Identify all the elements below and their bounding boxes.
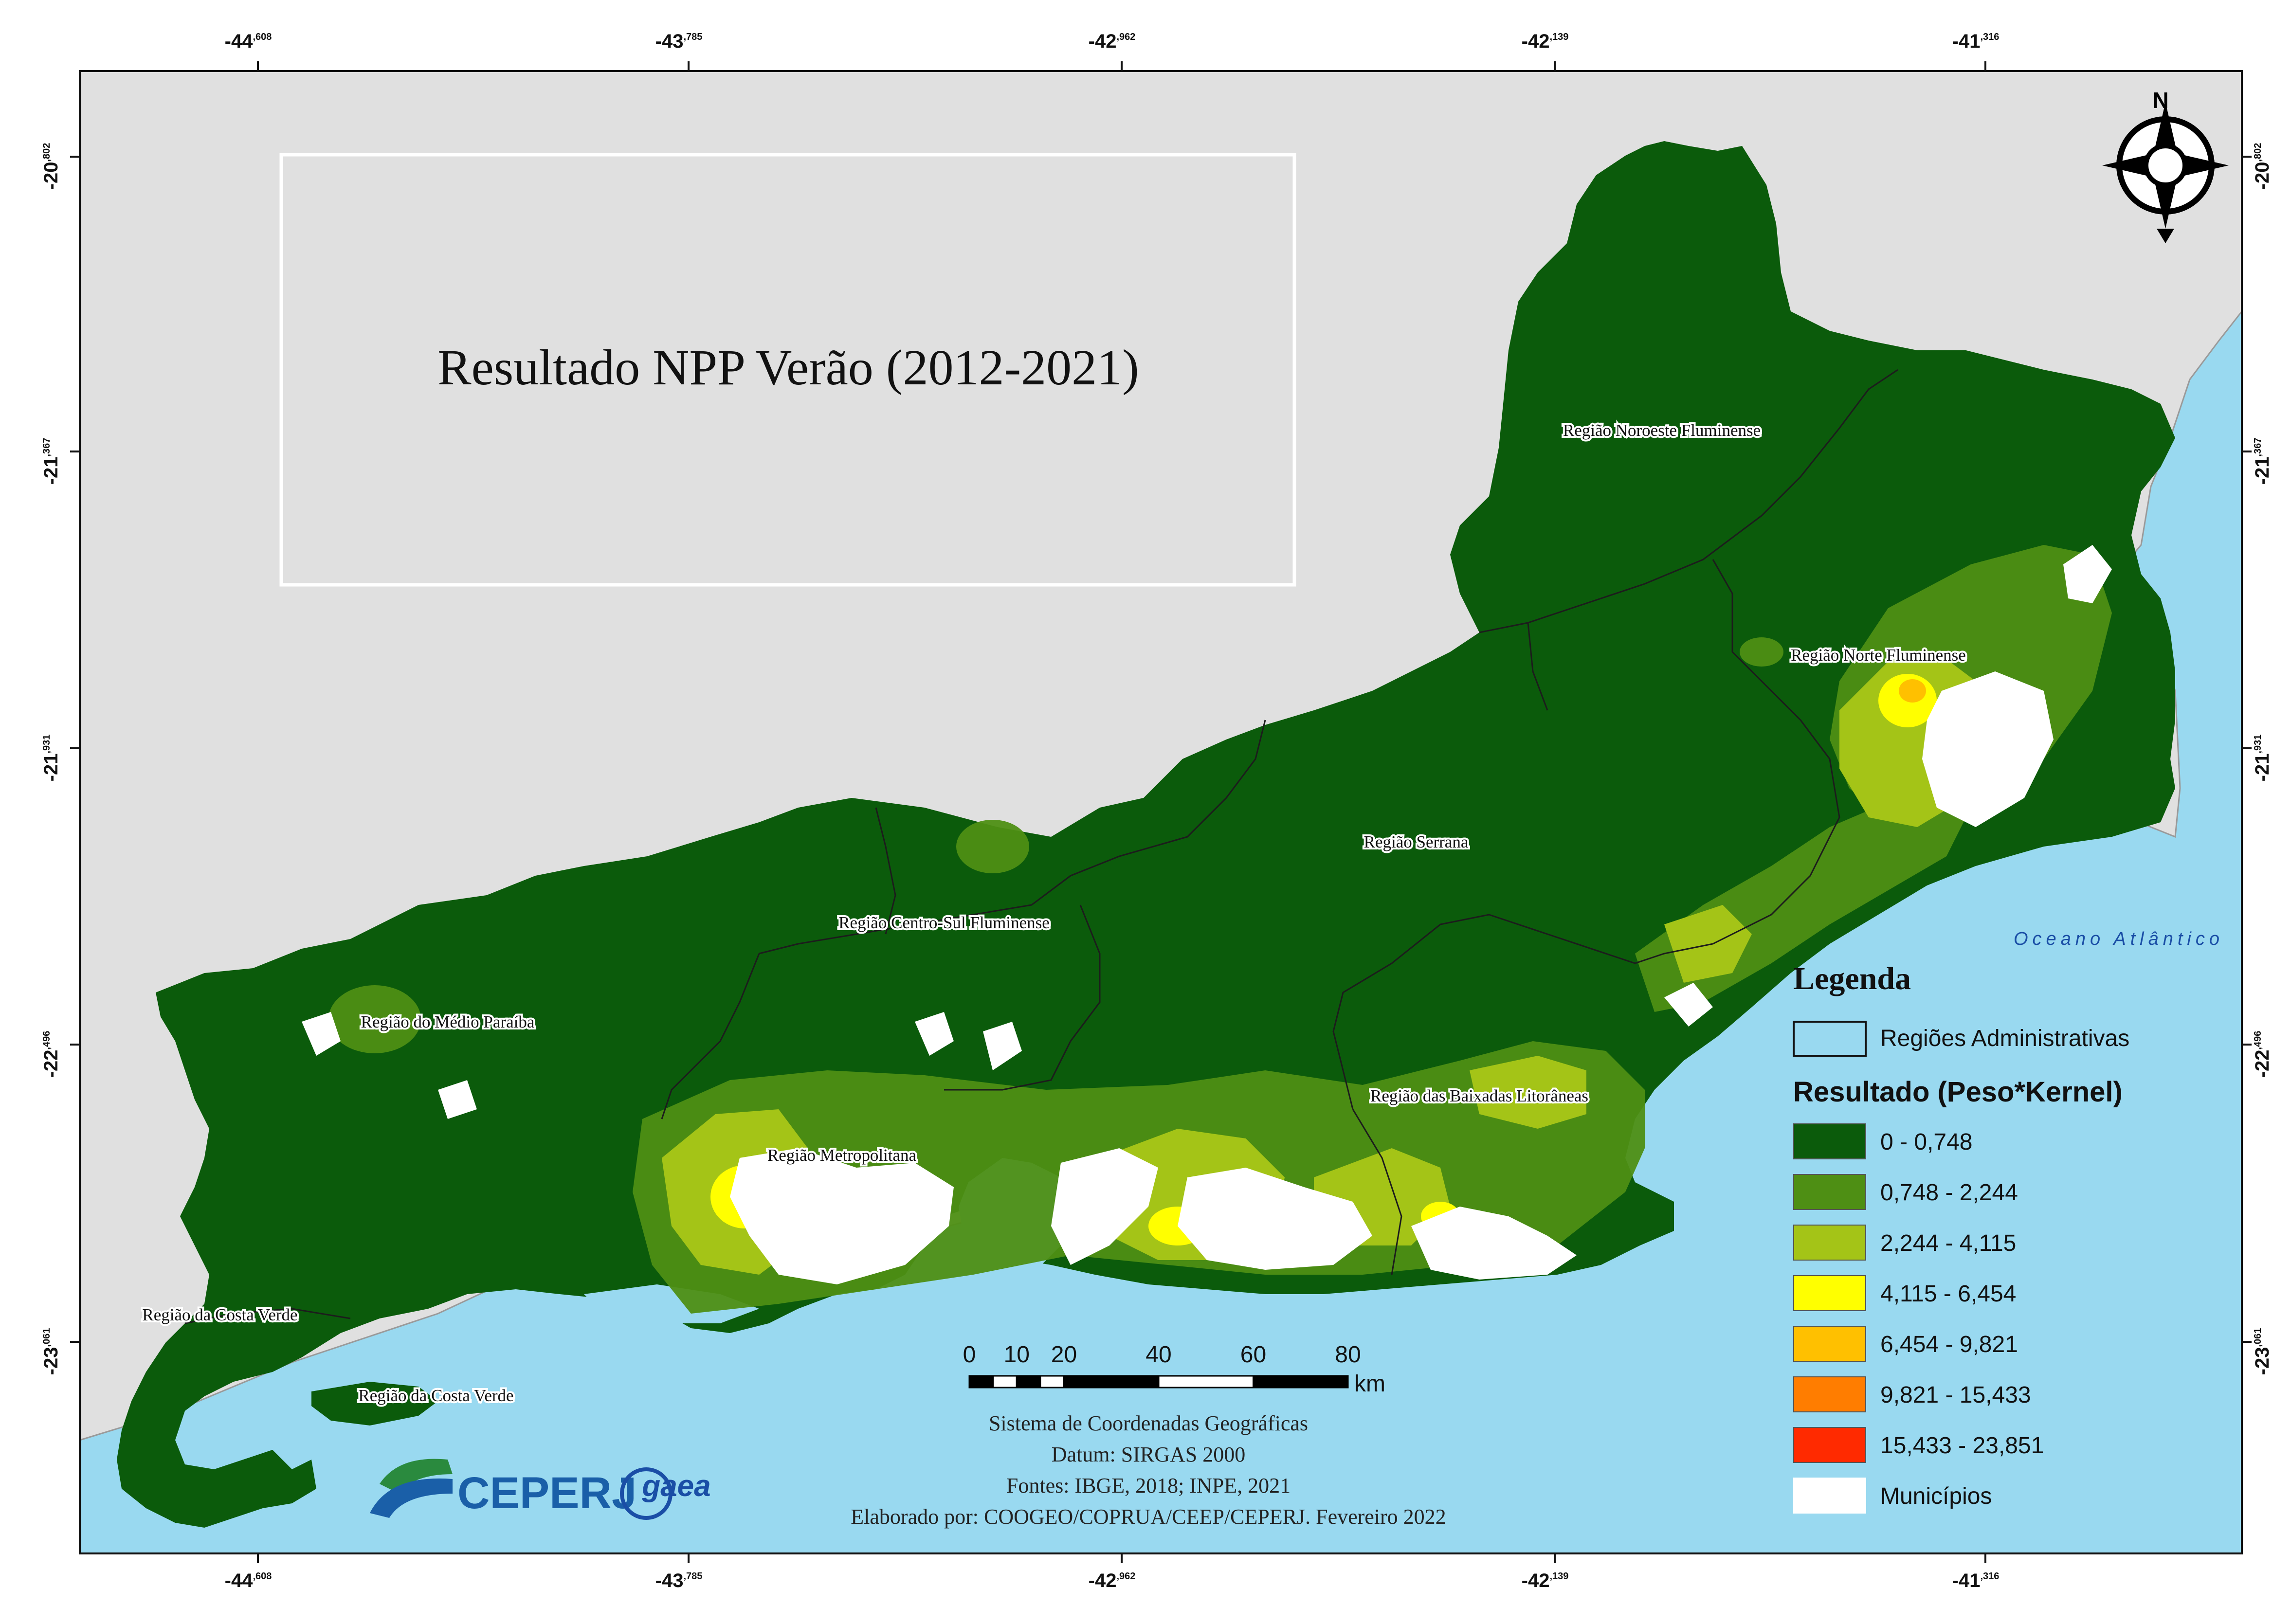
lon-tick-label: -41,316 [1952,31,2000,52]
map-border [79,70,2243,1554]
map-frame: Resultado NPP Verão (2012-2021) Região N… [80,71,2242,1553]
lon-tick-label: -42,962 [1089,31,1136,52]
title-box [279,153,1296,587]
lat-tick-label: -22,496 [40,1031,62,1078]
scale-bar-label: 40 [1146,1342,1171,1368]
legend-swatch [1793,1376,1866,1412]
legend-swatch [1793,1478,1866,1514]
lat-tick-label: -23,061 [40,1328,62,1375]
ceperj-logo: CEPERJ [370,1459,636,1518]
legend-class-label: 6,454 - 9,821 [1880,1332,2018,1357]
legend-swatch [1793,1174,1866,1210]
legend-class-label: 9,821 - 15,433 [1880,1382,2031,1408]
scale-bar-label: 20 [1051,1342,1077,1368]
legend-swatch [1793,1326,1866,1362]
lon-tick-label: -43,785 [655,31,703,52]
legend-class-label: 0 - 0,748 [1880,1129,1972,1155]
legend-class-label: 15,433 - 23,851 [1880,1433,2044,1459]
class5-zones [1899,679,1926,703]
gaea-logo: gaea [620,1467,711,1520]
scale-bar-segment [1253,1375,1349,1389]
region-label: Região das Baixadas Litorâneas [1370,1086,1588,1105]
scale-bar-labels: 0 10 20 40 60 80 [963,1342,1361,1368]
legend-swatch [1793,1225,1866,1261]
region-label: Região da Costa Verde [142,1305,297,1324]
municipios-areas [302,545,2112,1284]
scale-bar: 0 10 20 40 60 80 km [963,1342,1385,1397]
legend-boundary-label: Regiões Administrativas [1880,1026,2129,1051]
lat-tick-label: -20,802 [40,143,62,190]
scale-bar-segment [1039,1375,1065,1389]
scale-bar-label: 80 [1335,1342,1361,1368]
region-label: Região do Médio Paraíba [361,1012,535,1031]
scale-bar-segment [1016,1375,1041,1389]
lon-tick-label: -42,962 [1089,1570,1136,1591]
legend-classes: 0 - 0,748 0,748 - 2,244 2,244 - 4,115 4,115… [1793,1123,2044,1514]
island-ilha-grande [311,1382,438,1426]
north-letter: N [2152,88,2168,113]
scale-bar-segment [992,1375,1018,1389]
lat-tick-label: -21,367 [40,438,62,485]
ceperj-logo-icon [380,1459,453,1494]
scale-bar-segment [1063,1375,1160,1389]
map-title: Resultado NPP Verão (2012-2021) [437,340,1139,396]
scale-bar-segment [968,1375,994,1389]
gaea-logo-text: gaea [641,1469,710,1503]
gaea-logo-icon [620,1467,673,1520]
scale-bar-label: 60 [1240,1342,1266,1368]
region-labels: Região Noroeste Fluminense Região Norte … [140,419,1967,1407]
lat-tick-label: -22,496 [2252,1031,2273,1078]
legend-swatch [1793,1123,1866,1159]
lon-tick-label: -41,316 [1952,1570,2000,1591]
north-arrow-icon: N [2102,88,2229,243]
legend-title: Legenda [1793,961,1911,996]
legend-boundary-swatch [1793,1021,1867,1057]
legend-class-label: 4,115 - 6,454 [1880,1281,2016,1307]
lon-tick-label: -42,139 [1522,1570,1569,1591]
lon-tick-label: -44,608 [225,1570,272,1591]
lat-tick-label: -23,061 [2252,1328,2273,1375]
lon-tick-label: -44,608 [225,31,272,52]
legend: Legenda Regiões Administrativas Resultad… [1793,961,2129,1514]
region-label: Região Centro-Sul Fluminense [838,913,1050,932]
region-label: Região Serrana [1364,832,1469,851]
lat-tick-label: -20,802 [2252,143,2273,190]
legend-class-label: Municípios [1880,1483,1992,1509]
ceperj-logo-text: CEPERJ [457,1468,636,1518]
scale-bar-label: 0 [963,1342,976,1368]
legend-swatch [1793,1275,1866,1311]
scale-bar-unit: km [1354,1371,1385,1397]
legend-swatch [1793,1427,1866,1463]
credit-line: Fontes: IBGE, 2018; INPE, 2021 [1006,1474,1291,1498]
region-label: Região Metropolitana [767,1146,917,1165]
lat-tick-label: -21,931 [2252,735,2273,782]
credits: Sistema de Coordenadas Geográficas Datum… [851,1411,1446,1529]
scale-bar-label: 10 [1004,1342,1030,1368]
credit-line: Sistema de Coordenadas Geográficas [989,1411,1308,1435]
region-label: Região Norte Fluminense [1791,646,1966,665]
lat-tick-label: -21,367 [2252,438,2273,485]
state-area [117,141,2175,1528]
region-label: Região Noroeste Fluminense [1563,421,1761,440]
legend-result-title: Resultado (Peso*Kernel) [1793,1076,2123,1108]
lat-tick-label: -21,931 [40,735,62,782]
legend-class-label: 0,748 - 2,244 [1880,1180,2018,1206]
credit-line: Datum: SIRGAS 2000 [1052,1443,1245,1466]
credit-line: Elaborado por: COOGEO/COPRUA/CEEP/CEPERJ… [851,1505,1446,1529]
scale-bar-segment [1158,1375,1254,1389]
region-label: Região da Costa Verde [358,1386,513,1405]
legend-class-label: 2,244 - 4,115 [1880,1230,2016,1256]
scale-bar-segments [968,1375,1349,1389]
lon-tick-label: -43,785 [655,1570,703,1591]
region-boundaries [184,369,1898,1324]
lon-tick-label: -42,139 [1522,31,1569,52]
ocean-label: Oceano Atlântico [2014,929,2224,949]
